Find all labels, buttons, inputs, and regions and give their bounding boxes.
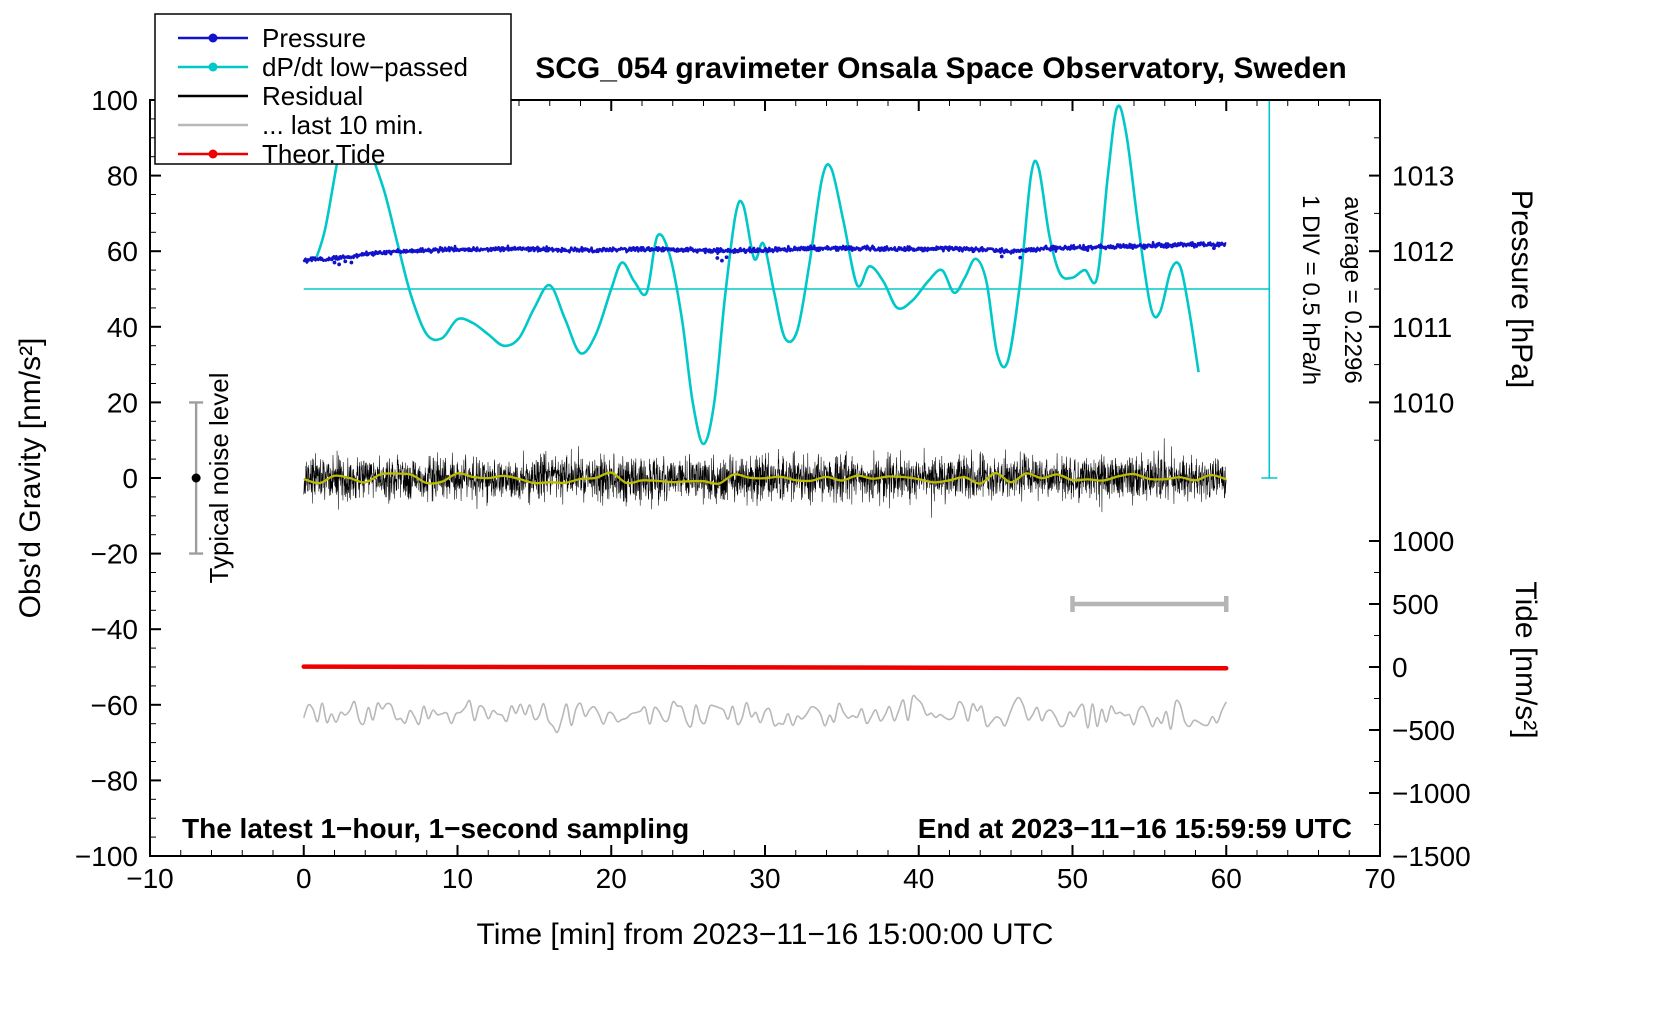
gray-scale-bar — [1070, 595, 1229, 612]
x-tick-label: −10 — [126, 863, 174, 894]
x-axis-label: Time [min] from 2023−11−16 15:00:00 UTC — [477, 918, 1054, 951]
y-tide-tick-label: 1000 — [1392, 526, 1454, 557]
legend-item-label: Pressure — [262, 23, 366, 53]
x-tick-label: 60 — [1211, 863, 1242, 894]
legend-item-label: Residual — [262, 81, 363, 111]
div-scale-note: 1 DIV = 0.5 hPa/h — [1297, 195, 1324, 385]
y-pressure-tick-label: 1013 — [1392, 161, 1454, 192]
y-tide-tick-label: −500 — [1392, 715, 1455, 746]
series-residual — [303, 438, 1227, 518]
plot-area — [301, 100, 1229, 734]
average-note: average = 0.2296 — [1339, 196, 1366, 384]
pressure-outlier-dot — [720, 258, 724, 263]
y-pressure-tick-label: 1010 — [1392, 387, 1454, 418]
y-left-tick-label: 20 — [107, 387, 138, 418]
end-time-note: End at 2023−11−16 15:59:59 UTC — [918, 813, 1352, 844]
legend-item-label: ... last 10 min. — [262, 110, 424, 140]
pressure-axis-label: Pressure [hPa] — [1505, 190, 1538, 388]
x-tick-label: 50 — [1057, 863, 1088, 894]
pressure-outlier-dot — [715, 256, 720, 260]
y-left-tick-label: 40 — [107, 312, 138, 343]
legend-sample-dot — [208, 33, 218, 43]
y-tide-tick-label: −1000 — [1392, 778, 1471, 809]
pressure-outlier-dot — [999, 254, 1004, 259]
y-left-tick-label: 100 — [91, 85, 138, 116]
left-axis-label: Obs'd Gravity [nm/s²] — [14, 338, 47, 619]
y-tide-tick-label: 0 — [1392, 652, 1408, 683]
tide-axis-label: Tide [nm/s²] — [1509, 581, 1542, 738]
x-tick-label: 0 — [296, 863, 312, 894]
y-left-tick-label: 0 — [122, 463, 138, 494]
x-tick-label: 70 — [1364, 863, 1395, 894]
y-pressure-tick-label: 1011 — [1392, 312, 1452, 343]
generated-plot-layer: −10 0 10 20 30 40 50 60 70100806040200−20−40−60−… — [75, 85, 1471, 894]
pressure-outlier-dot — [332, 260, 337, 265]
pressure-outlier-dot — [349, 260, 354, 265]
legend-sample-dot — [208, 149, 218, 159]
y-left-tick-label: 60 — [107, 236, 138, 267]
series-last10min — [302, 694, 1227, 734]
x-tick-label: 10 — [442, 863, 473, 894]
x-tick-label: 40 — [903, 863, 934, 894]
legend-item-label: Theor.Tide — [262, 139, 385, 169]
pressure-outlier-dot — [343, 259, 348, 264]
legend-item-label: dP/dt low−passed — [262, 52, 468, 82]
series-theor-tide — [301, 664, 1229, 671]
y-left-tick-label: −60 — [91, 690, 139, 721]
pressure-outlier-dot — [724, 255, 729, 260]
noise-level-dot — [191, 473, 201, 483]
y-pressure-tick-label: 1012 — [1392, 236, 1454, 267]
y-left-tick-label: 80 — [107, 161, 138, 192]
y-left-tick-label: −100 — [75, 841, 138, 872]
series-pressure — [302, 240, 1227, 264]
noise-level-label: Typical noise level — [204, 373, 234, 584]
y-tide-tick-label: 500 — [1392, 589, 1439, 620]
chart-title: SCG_054 gravimeter Onsala Space Observat… — [535, 52, 1347, 85]
pressure-outlier-dot — [337, 262, 342, 267]
pressure-outlier-dot — [1018, 255, 1023, 260]
y-tide-tick-label: −1500 — [1392, 841, 1471, 872]
pressure-outlier-dot — [1212, 246, 1216, 251]
y-left-tick-label: −20 — [91, 539, 139, 570]
y-left-tick-label: −40 — [91, 614, 139, 645]
x-tick-label: 20 — [596, 863, 627, 894]
series-dpdt — [314, 100, 1200, 446]
x-tick-label: 30 — [749, 863, 780, 894]
sampling-note: The latest 1−hour, 1−second sampling — [182, 813, 689, 844]
y-left-tick-label: −80 — [91, 765, 139, 796]
series-residual-lowpassed — [303, 471, 1227, 485]
legend-sample-dot — [208, 62, 218, 72]
